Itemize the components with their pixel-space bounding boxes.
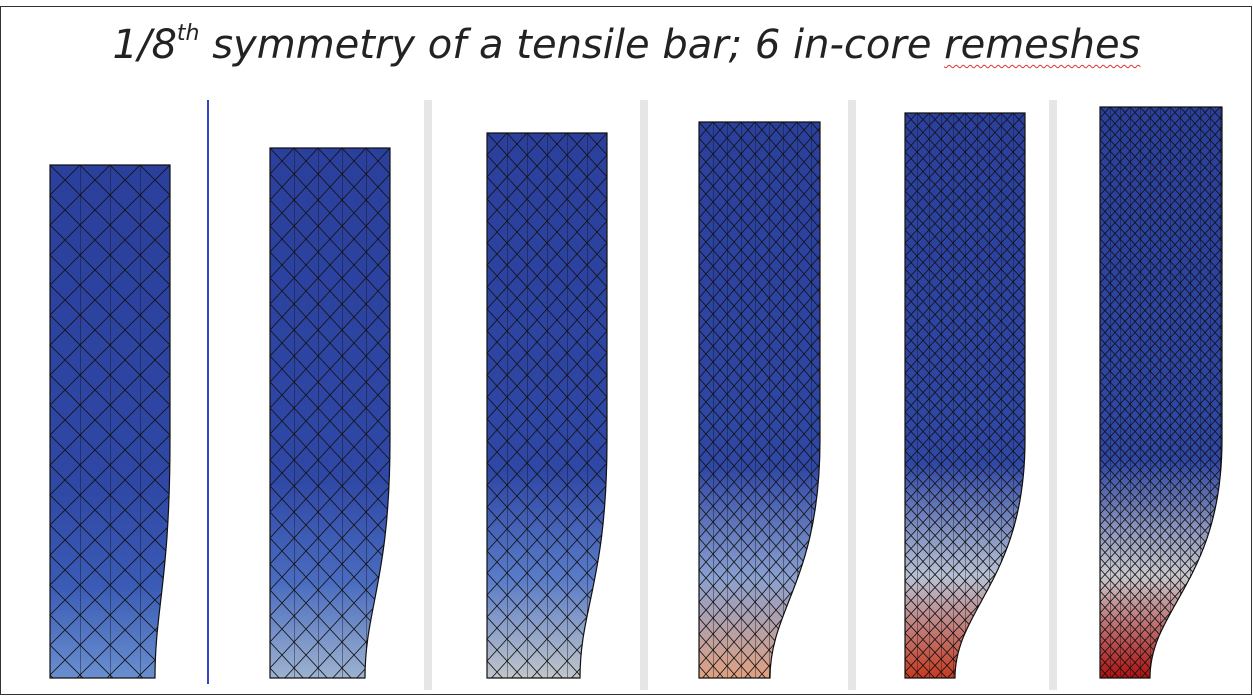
mesh-lines <box>270 148 390 678</box>
divider <box>1049 100 1057 690</box>
mesh-lines <box>487 133 607 678</box>
title-text: remeshes <box>944 22 1140 68</box>
divider <box>640 100 648 690</box>
title-superscript: th <box>177 21 200 46</box>
slide: 1/8th symmetry of a tensile bar; 6 in-co… <box>0 0 1253 696</box>
title-text: symmetry of a tensile bar; 6 in-core <box>200 22 945 68</box>
mesh-lines <box>50 165 170 678</box>
mesh-lines <box>1100 107 1222 678</box>
title-text: 1/8 <box>113 22 177 68</box>
divider <box>848 100 856 690</box>
slide-title: 1/8th symmetry of a tensile bar; 6 in-co… <box>0 22 1253 68</box>
mesh-lines <box>905 113 1025 678</box>
divider <box>424 100 432 690</box>
figure <box>0 0 1253 696</box>
mesh-panel <box>270 148 390 678</box>
mesh-panel <box>1100 107 1222 678</box>
mesh-lines <box>699 122 820 678</box>
mesh-panel <box>487 133 607 678</box>
mesh-panels <box>50 107 1222 678</box>
mesh-panel <box>50 165 170 678</box>
slide-border <box>1 7 1252 695</box>
mesh-panel <box>905 113 1025 678</box>
mesh-panel <box>699 122 820 678</box>
